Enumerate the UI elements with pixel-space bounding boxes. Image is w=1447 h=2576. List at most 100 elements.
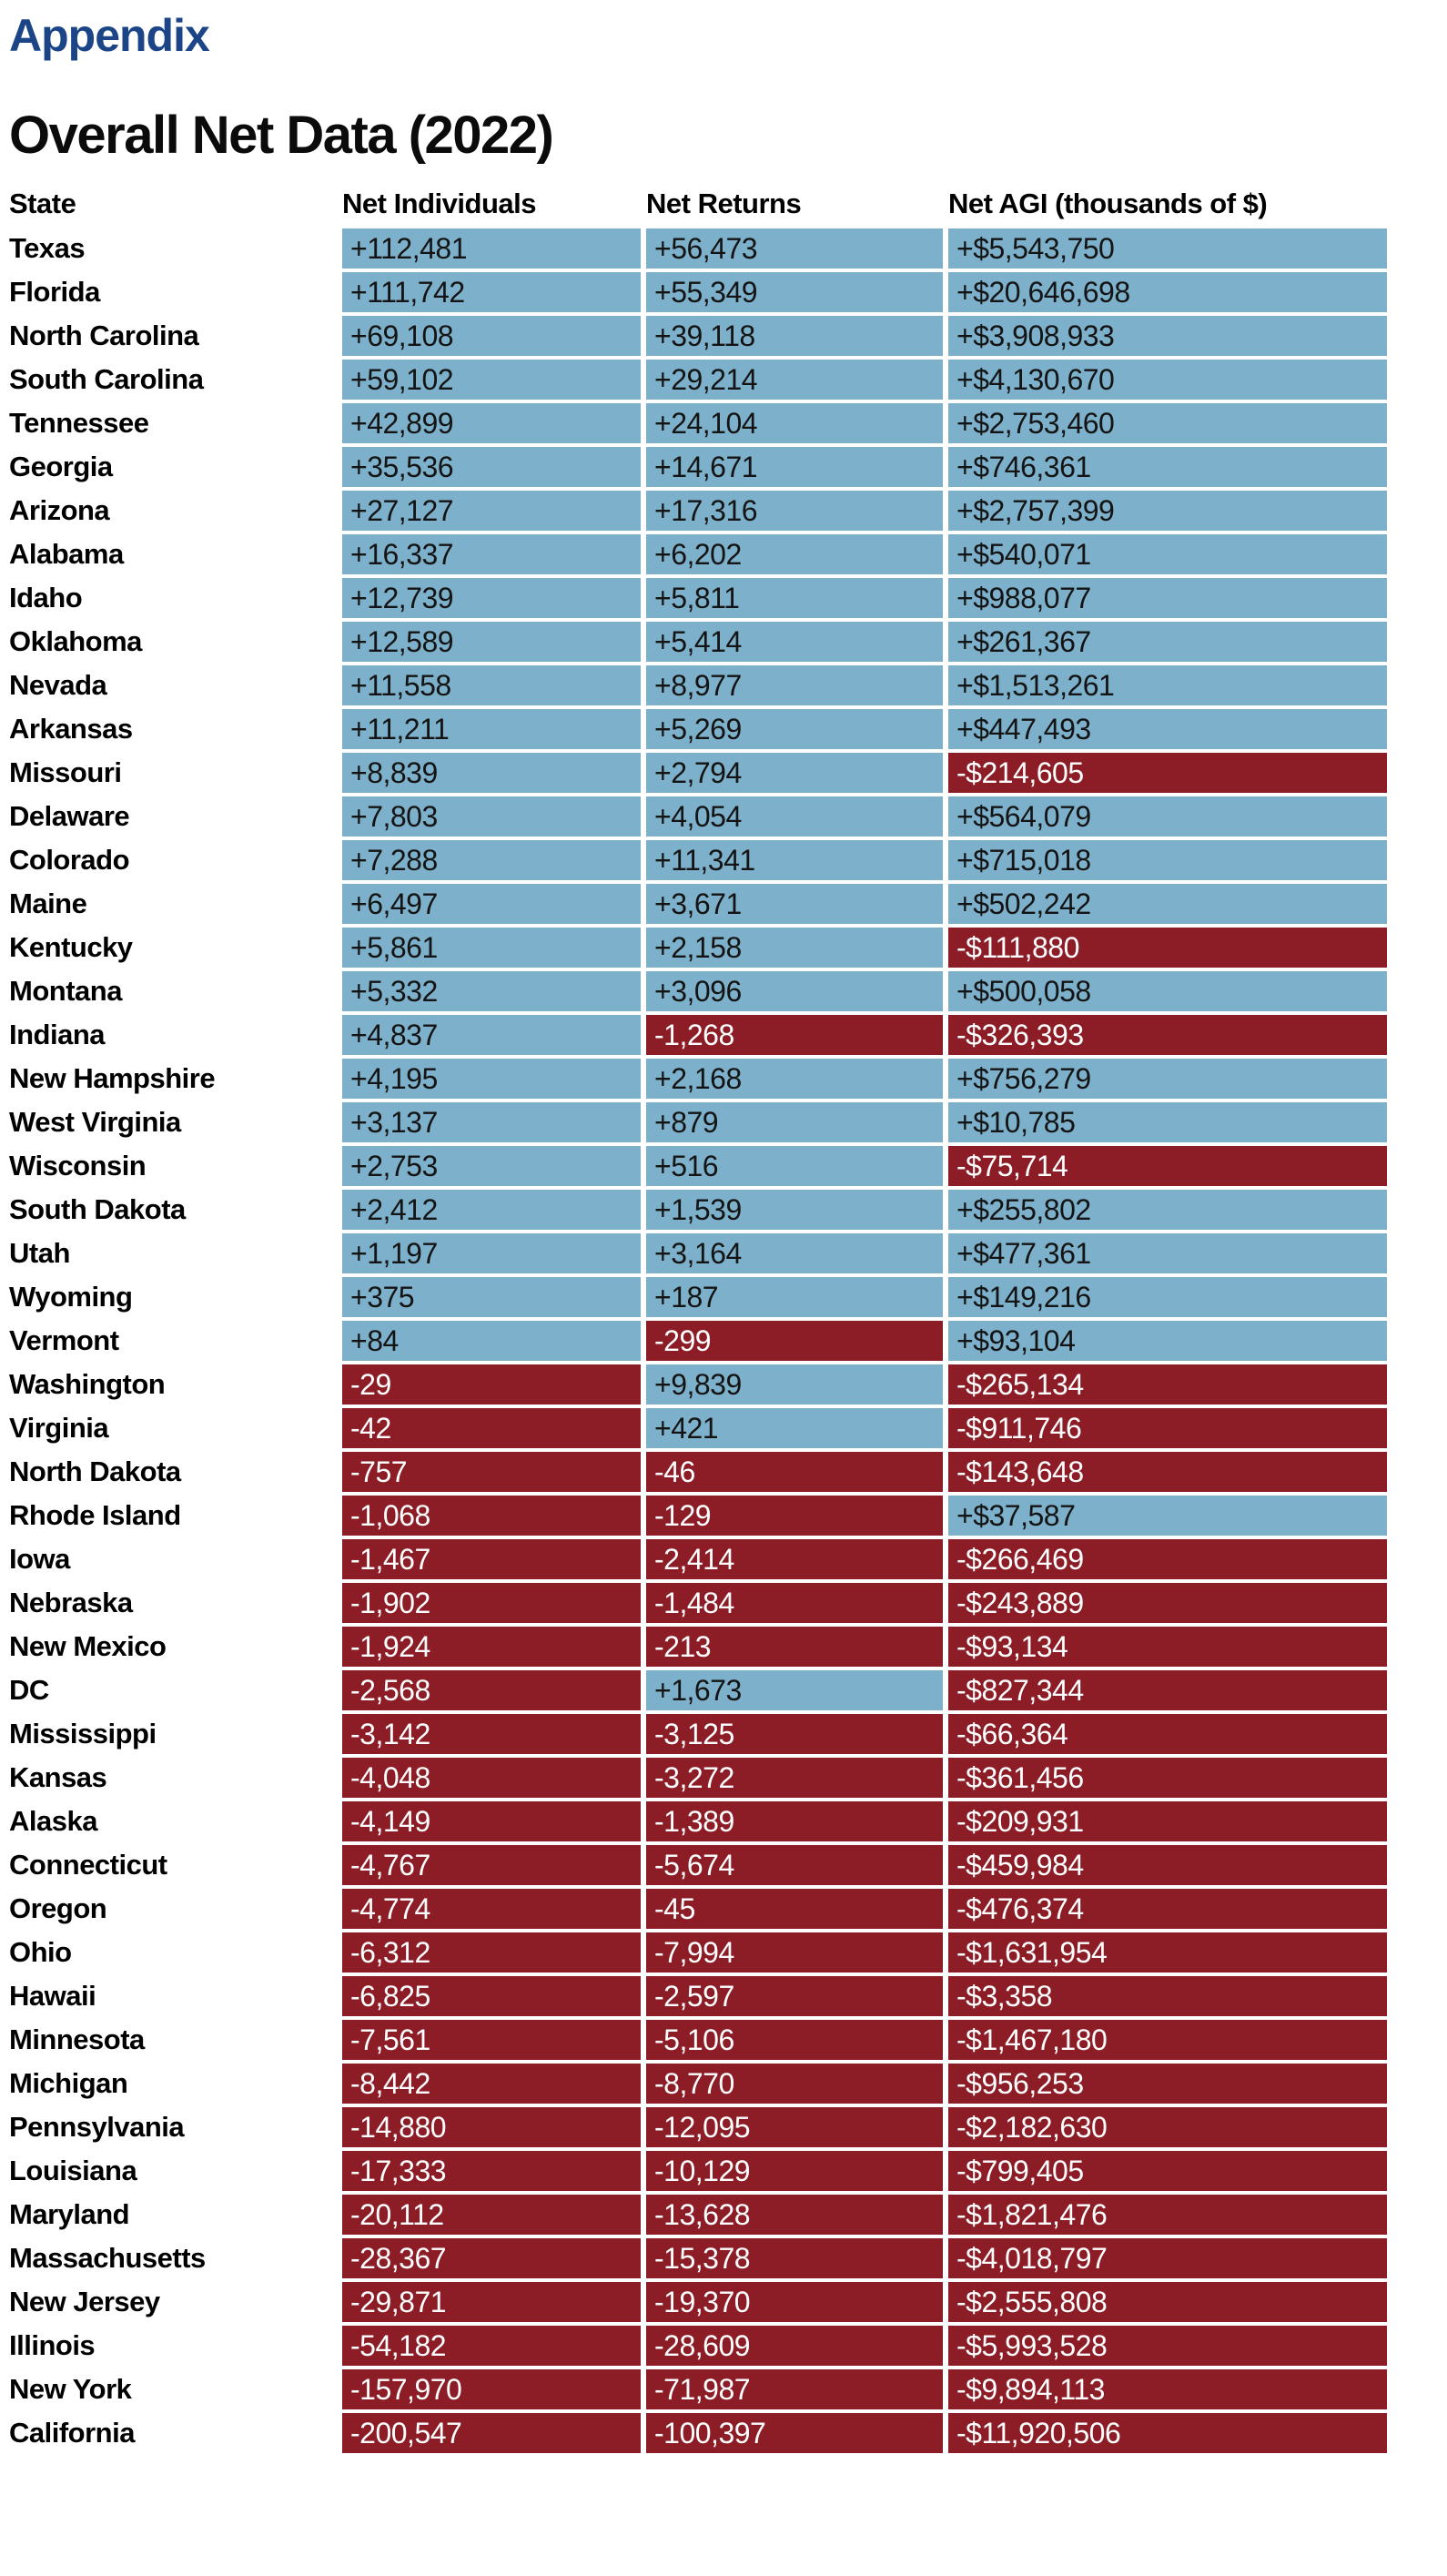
net-agi-cell: -$11,920,506 (948, 2412, 1387, 2453)
state-name: Montana (9, 974, 122, 1007)
state-name: Vermont (9, 1323, 119, 1356)
net-individuals-cell: +8,839 (342, 752, 641, 793)
net-individuals-cell: -7,561 (342, 2019, 641, 2060)
net-agi-cell: +$447,493 (948, 708, 1387, 749)
state-name: West Virginia (9, 1105, 181, 1138)
column-header-net-returns: Net Returns (646, 187, 802, 219)
net-agi-cell: -$75,714 (948, 1145, 1387, 1186)
net-returns-cell: -129 (646, 1495, 943, 1536)
state-name: Connecticut (9, 1848, 167, 1881)
state-name: Delaware (9, 799, 130, 832)
net-individuals-cell: +2,412 (342, 1189, 641, 1230)
column-header-net-agi: Net AGI (thousands of $) (948, 187, 1268, 219)
net-agi-cell: +$37,587 (948, 1495, 1387, 1536)
net-individuals-cell: -29 (342, 1364, 641, 1405)
net-returns-cell: +29,214 (646, 359, 943, 400)
net-returns-cell: +11,341 (646, 839, 943, 880)
net-individuals-cell: +69,108 (342, 315, 641, 356)
net-agi-cell: -$214,605 (948, 752, 1387, 793)
state-name: Washington (9, 1367, 166, 1400)
net-agi-cell: +$2,757,399 (948, 490, 1387, 531)
net-individuals-cell: +111,742 (342, 271, 641, 312)
net-individuals-cell: +11,558 (342, 664, 641, 705)
appendix-page: Appendix Overall Net Data (2022) State N… (9, 10, 1394, 2453)
net-returns-cell: +56,473 (646, 228, 943, 269)
net-agi-cell: -$1,467,180 (948, 2019, 1387, 2060)
net-returns-cell: +6,202 (646, 533, 943, 574)
state-name: Virginia (9, 1411, 109, 1444)
state-name: Hawaii (9, 1979, 96, 2012)
net-returns-cell: +55,349 (646, 271, 943, 312)
net-individuals-cell: +2,753 (342, 1145, 641, 1186)
net-agi-cell: +$500,058 (948, 970, 1387, 1011)
net-individuals-cell: -157,970 (342, 2368, 641, 2409)
net-agi-cell: -$2,555,808 (948, 2281, 1387, 2322)
net-agi-cell: -$4,018,797 (948, 2237, 1387, 2278)
net-individuals-cell: +12,739 (342, 577, 641, 618)
state-name: Arizona (9, 493, 110, 526)
state-name: Wisconsin (9, 1149, 147, 1182)
net-returns-cell: -19,370 (646, 2281, 943, 2322)
net-returns-cell: -71,987 (646, 2368, 943, 2409)
net-agi-cell: +$10,785 (948, 1101, 1387, 1142)
net-returns-cell: -15,378 (646, 2237, 943, 2278)
net-agi-cell: -$209,931 (948, 1800, 1387, 1841)
net-returns-cell: -28,609 (646, 2325, 943, 2366)
net-individuals-cell: +12,589 (342, 621, 641, 662)
net-agi-cell: -$911,746 (948, 1407, 1387, 1448)
net-individuals-cell: -42 (342, 1407, 641, 1448)
net-returns-cell: -3,272 (646, 1757, 943, 1798)
state-name: Georgia (9, 450, 113, 482)
net-individuals-cell: +42,899 (342, 402, 641, 443)
net-returns-cell: -46 (646, 1451, 943, 1492)
state-name: New York (9, 2372, 132, 2405)
net-returns-cell: +2,158 (646, 927, 943, 968)
net-agi-cell: +$502,242 (948, 883, 1387, 924)
net-agi-cell: -$1,631,954 (948, 1932, 1387, 1973)
table-header-row: State Net Individuals Net Returns Net AG… (9, 188, 1394, 220)
net-individuals-cell: +5,332 (342, 970, 641, 1011)
net-individuals-cell: -757 (342, 1451, 641, 1492)
net-agi-cell: +$756,279 (948, 1058, 1387, 1099)
net-individuals-cell: -17,333 (342, 2150, 641, 2191)
net-agi-cell: +$540,071 (948, 533, 1387, 574)
net-returns-cell: -10,129 (646, 2150, 943, 2191)
net-individuals-cell: -14,880 (342, 2106, 641, 2147)
net-agi-cell: -$111,880 (948, 927, 1387, 968)
net-individuals-cell: -4,149 (342, 1800, 641, 1841)
net-returns-cell: +1,539 (646, 1189, 943, 1230)
net-returns-cell: -100,397 (646, 2412, 943, 2453)
net-individuals-cell: +7,288 (342, 839, 641, 880)
appendix-title: Appendix (9, 10, 210, 61)
net-agi-cell: -$265,134 (948, 1364, 1387, 1405)
net-agi-cell: -$93,134 (948, 1626, 1387, 1667)
net-agi-cell: +$715,018 (948, 839, 1387, 880)
net-agi-cell: -$827,344 (948, 1669, 1387, 1710)
net-agi-cell: +$255,802 (948, 1189, 1387, 1230)
net-individuals-cell: +7,803 (342, 796, 641, 837)
net-returns-cell: -13,628 (646, 2194, 943, 2235)
net-agi-cell: -$956,253 (948, 2063, 1387, 2104)
net-individuals-cell: +4,195 (342, 1058, 641, 1099)
net-individuals-cell: -1,902 (342, 1582, 641, 1623)
state-name: Alaska (9, 1804, 97, 1837)
net-returns-cell: +421 (646, 1407, 943, 1448)
net-individuals-cell: -1,924 (342, 1626, 641, 1667)
state-name: South Carolina (9, 362, 204, 395)
net-agi-cell: -$243,889 (948, 1582, 1387, 1623)
net-individuals-cell: -8,442 (342, 2063, 641, 2104)
net-individuals-cell: -54,182 (342, 2325, 641, 2366)
net-returns-cell: +3,096 (646, 970, 943, 1011)
net-agi-cell: -$5,993,528 (948, 2325, 1387, 2366)
state-name: Iowa (9, 1542, 70, 1575)
state-name: Nevada (9, 668, 107, 701)
net-returns-cell: -2,597 (646, 1975, 943, 2016)
state-name: New Mexico (9, 1629, 167, 1662)
state-name: Wyoming (9, 1280, 133, 1313)
net-agi-cell: -$9,894,113 (948, 2368, 1387, 2409)
net-returns-cell: -45 (646, 1888, 943, 1929)
state-name: Maine (9, 887, 87, 919)
net-agi-cell: -$266,469 (948, 1538, 1387, 1579)
net-returns-cell: +2,794 (646, 752, 943, 793)
net-returns-cell: +24,104 (646, 402, 943, 443)
